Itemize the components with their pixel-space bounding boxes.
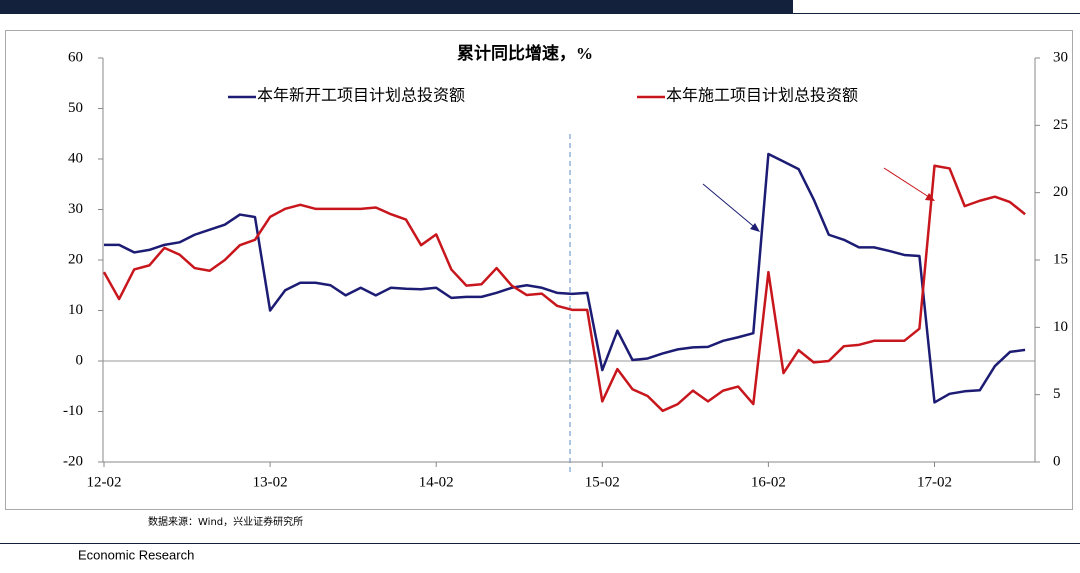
x-tick-label: 15-02 [585, 474, 620, 490]
chart-title: 累计同比增速，% [457, 43, 593, 63]
y2-tick-label: 25 [1053, 117, 1068, 133]
y-tick-label: -10 [63, 403, 83, 419]
y-tick-label: 50 [68, 100, 83, 116]
series-line [104, 152, 1026, 404]
legend-label: 本年施工项目计划总投资额 [666, 87, 858, 105]
source: 数据来源：Wind，兴业证券研究所 [148, 515, 303, 528]
header-bar [0, 0, 793, 14]
x-tick-label: 12-02 [87, 474, 122, 490]
arrow-head [750, 223, 760, 232]
x-tick-label: 13-02 [253, 474, 288, 490]
footer: Economic Research [78, 547, 194, 562]
arrow [883, 167, 933, 200]
y2-tick-label: 30 [1053, 49, 1068, 65]
y2-tick-label: 20 [1053, 184, 1068, 200]
x-tick-label: 14-02 [419, 474, 454, 490]
y-tick-label: -20 [63, 453, 83, 469]
legend-label: 本年新开工项目计划总投资额 [257, 87, 465, 105]
arrow-head [925, 193, 935, 201]
series-line [102, 164, 1026, 413]
y-tick-label: 0 [76, 352, 84, 368]
y-tick-label: 40 [68, 150, 83, 166]
x-tick-label: 16-02 [751, 474, 786, 490]
y-tick-label: 30 [68, 201, 83, 217]
y2-tick-label: 10 [1053, 319, 1068, 335]
y2-tick-label: 5 [1053, 386, 1061, 402]
y2-tick-label: 15 [1053, 251, 1068, 267]
y-tick-label: 10 [68, 302, 83, 318]
chart-frame [5, 30, 1073, 510]
y-tick-label: 60 [68, 49, 83, 65]
y-tick-label: 20 [68, 251, 83, 267]
y2-tick-label: 0 [1053, 453, 1061, 469]
x-tick-label: 17-02 [917, 474, 952, 490]
arrow [702, 183, 759, 231]
